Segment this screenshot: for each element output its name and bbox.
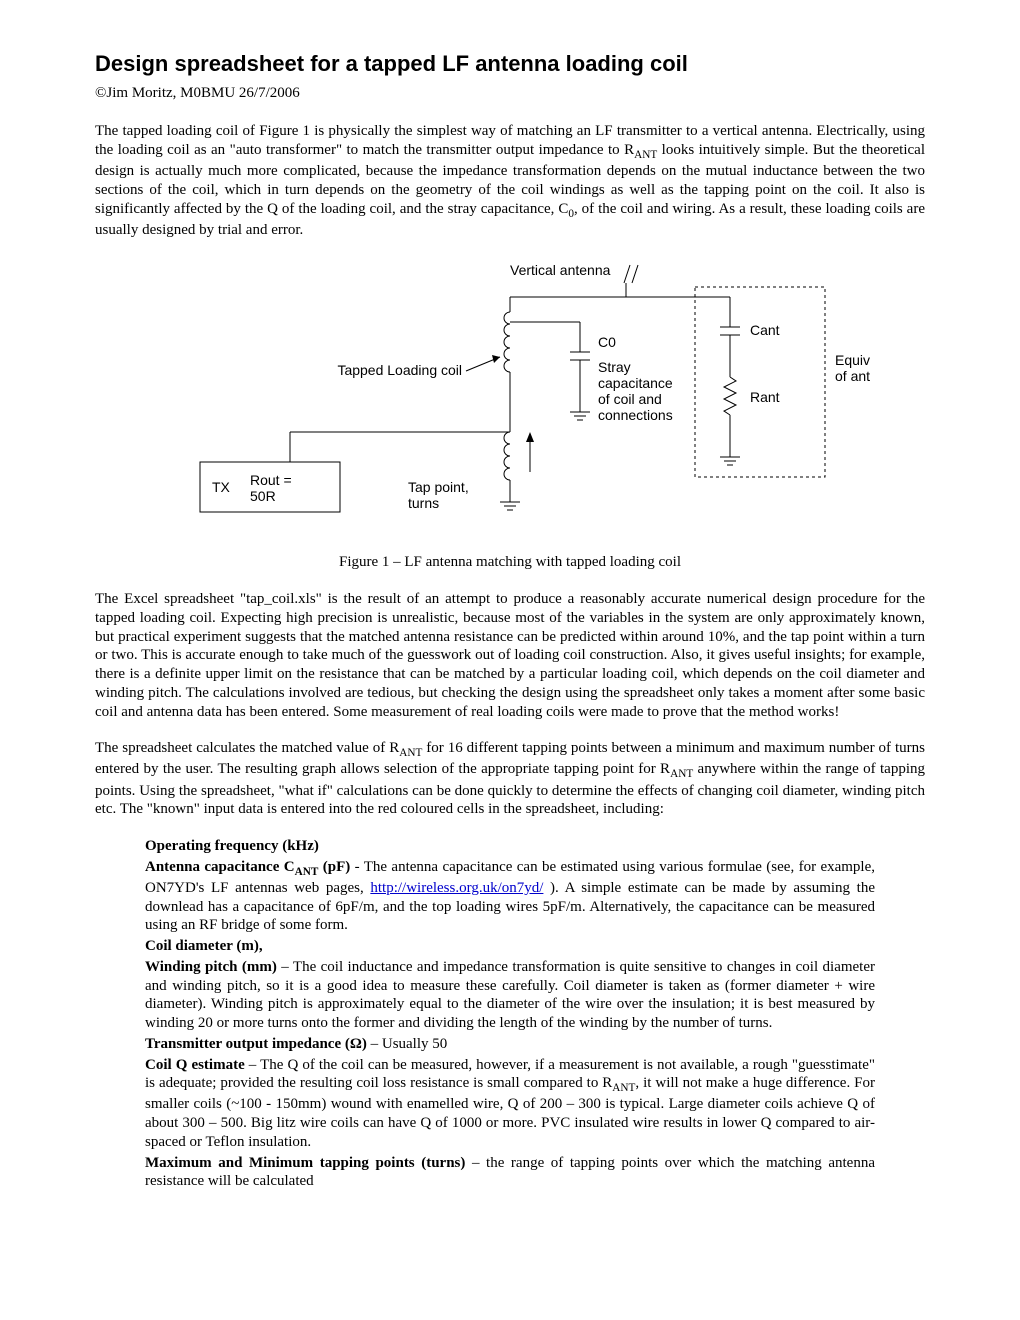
p1sub1: ANT — [634, 149, 657, 161]
param-pitch-label: Winding pitch (mm) — [145, 959, 277, 975]
label-stray-1: Stray — [598, 359, 631, 375]
paragraph-2: The Excel spreadsheet "tap_coil.xls" is … — [95, 590, 925, 721]
label-tap-1: Tap point, — [408, 479, 469, 495]
p3a: The spreadsheet calculates the matched v… — [95, 740, 399, 756]
intro-paragraph: The tapped loading coil of Figure 1 is p… — [95, 122, 925, 239]
param-cap-sub: ANT — [295, 866, 319, 878]
param-cap-a: Antenna capacitance C — [145, 859, 295, 875]
label-stray-3: of coil and — [598, 391, 662, 407]
param-txout-label: Transmitter output impedance (Ω) — [145, 1036, 367, 1052]
paragraph-3: The spreadsheet calculates the matched v… — [95, 739, 925, 819]
on7yd-link[interactable]: http://wireless.org.uk/on7yd/ — [370, 880, 543, 896]
label-rant: Rant — [750, 389, 780, 405]
label-rout-2: 50R — [250, 488, 276, 504]
label-stray-2: capacitance — [598, 375, 673, 391]
label-cant: Cant — [750, 322, 780, 338]
p3sub1: ANT — [399, 747, 422, 759]
param-q-label: Coil Q estimate — [145, 1057, 245, 1073]
author-line: ©Jim Moritz, M0BMU 26/7/2006 — [95, 84, 925, 103]
label-vertical-antenna: Vertical antenna — [510, 262, 611, 278]
circuit-diagram: Vertical antenna Tapped Loading coil C0 … — [150, 257, 870, 547]
label-tx: TX — [212, 479, 231, 495]
label-tapped-coil: Tapped Loading coil — [337, 362, 462, 378]
label-equiv-1: Equivalent circuit — [835, 352, 870, 368]
parameters-block: Operating frequency (kHz) Antenna capaci… — [145, 837, 875, 1191]
page-title: Design spreadsheet for a tapped LF anten… — [95, 50, 925, 78]
label-tap-2: turns — [408, 495, 439, 511]
label-stray-4: connections — [598, 407, 673, 423]
param-maxmin-label: Maximum and Minimum tapping points (turn… — [145, 1155, 465, 1171]
param-freq: Operating frequency (kHz) — [145, 838, 319, 854]
label-rout-1: Rout = — [250, 472, 292, 488]
figure-caption: Figure 1 – LF antenna matching with tapp… — [95, 553, 925, 572]
param-cap-b: (pF) — [318, 859, 350, 875]
label-c0: C0 — [598, 334, 616, 350]
p3sub2: ANT — [670, 768, 693, 780]
param-txout-text: – Usually 50 — [367, 1036, 447, 1052]
param-diam: Coil diameter (m), — [145, 938, 263, 954]
label-equiv-2: of antenna — [835, 368, 870, 384]
param-q-sub: ANT — [612, 1082, 635, 1094]
